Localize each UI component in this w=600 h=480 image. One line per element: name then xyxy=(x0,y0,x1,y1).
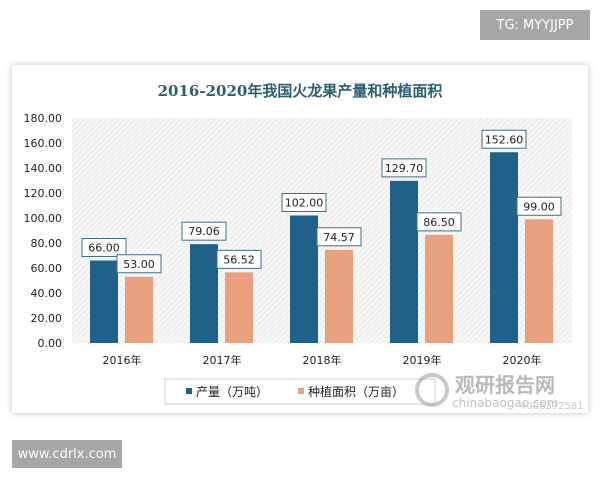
bar xyxy=(425,234,453,343)
data-label-box xyxy=(516,196,562,216)
watermark-logo-icon xyxy=(415,373,449,407)
watermark-name: 观研报告网 xyxy=(455,373,555,397)
data-label: 79.06 xyxy=(188,225,220,238)
x-tick-label: 2016年 xyxy=(103,353,142,367)
bar xyxy=(525,219,553,343)
data-label: 86.50 xyxy=(423,216,455,229)
legend-swatch-production xyxy=(186,388,192,394)
data-label-box xyxy=(316,227,362,247)
bar xyxy=(225,272,253,343)
data-label: 53.00 xyxy=(123,258,155,271)
data-label-box xyxy=(116,254,162,274)
bar xyxy=(190,244,218,343)
bar xyxy=(290,215,318,343)
y-tick-label: 0.00 xyxy=(38,337,63,350)
data-label-box xyxy=(381,158,427,178)
data-label: 129.70 xyxy=(385,162,424,175)
watermark-url: chinabaogao.com xyxy=(452,396,558,410)
watermark: 观研报告网 chinabaogao.com 4006372581 xyxy=(415,373,584,412)
data-label: 102.00 xyxy=(285,197,324,210)
x-tick-label: 2018年 xyxy=(303,353,342,367)
bar xyxy=(490,152,518,343)
data-label: 66.00 xyxy=(88,242,120,255)
x-tick-label: 2020年 xyxy=(503,353,542,367)
chart-title: 2016-2020年我国火龙果产量和种植面积 xyxy=(158,82,443,100)
y-tick-label: 120.00 xyxy=(24,187,63,200)
watermark-phone: 4006372581 xyxy=(520,401,584,412)
data-label: 56.52 xyxy=(223,253,255,266)
legend-label-production: 产量（万吨） xyxy=(196,385,268,399)
y-tick-label: 80.00 xyxy=(31,237,63,250)
x-tick-label: 2017年 xyxy=(203,353,242,367)
y-tick-label: 40.00 xyxy=(31,287,63,300)
y-tick-label: 140.00 xyxy=(24,162,63,175)
legend-label-area: 种植面积（万亩） xyxy=(308,384,404,399)
data-label-box xyxy=(481,129,527,149)
site-badge: www.cdrlx.com xyxy=(12,440,122,468)
y-tick-label: 180.00 xyxy=(24,112,63,125)
data-label-box xyxy=(216,249,262,269)
data-label: 74.57 xyxy=(323,231,355,244)
x-tick-label: 2019年 xyxy=(403,353,442,367)
y-tick-label: 100.00 xyxy=(24,212,63,225)
y-tick-label: 60.00 xyxy=(31,262,63,275)
data-label-box xyxy=(416,212,462,232)
y-tick-label: 160.00 xyxy=(24,137,63,150)
data-label-box xyxy=(281,193,327,212)
tg-badge: TG: MYYJJPP xyxy=(480,10,590,40)
data-label-box xyxy=(81,238,127,257)
bar xyxy=(90,260,118,343)
data-label: 152.60 xyxy=(485,133,524,146)
bar xyxy=(390,180,418,343)
y-tick-label: 20.00 xyxy=(31,312,63,325)
bar xyxy=(325,249,353,343)
legend-swatch-area xyxy=(298,388,304,394)
data-label-box xyxy=(181,221,227,241)
bar xyxy=(125,276,153,343)
data-label: 99.00 xyxy=(523,200,555,213)
